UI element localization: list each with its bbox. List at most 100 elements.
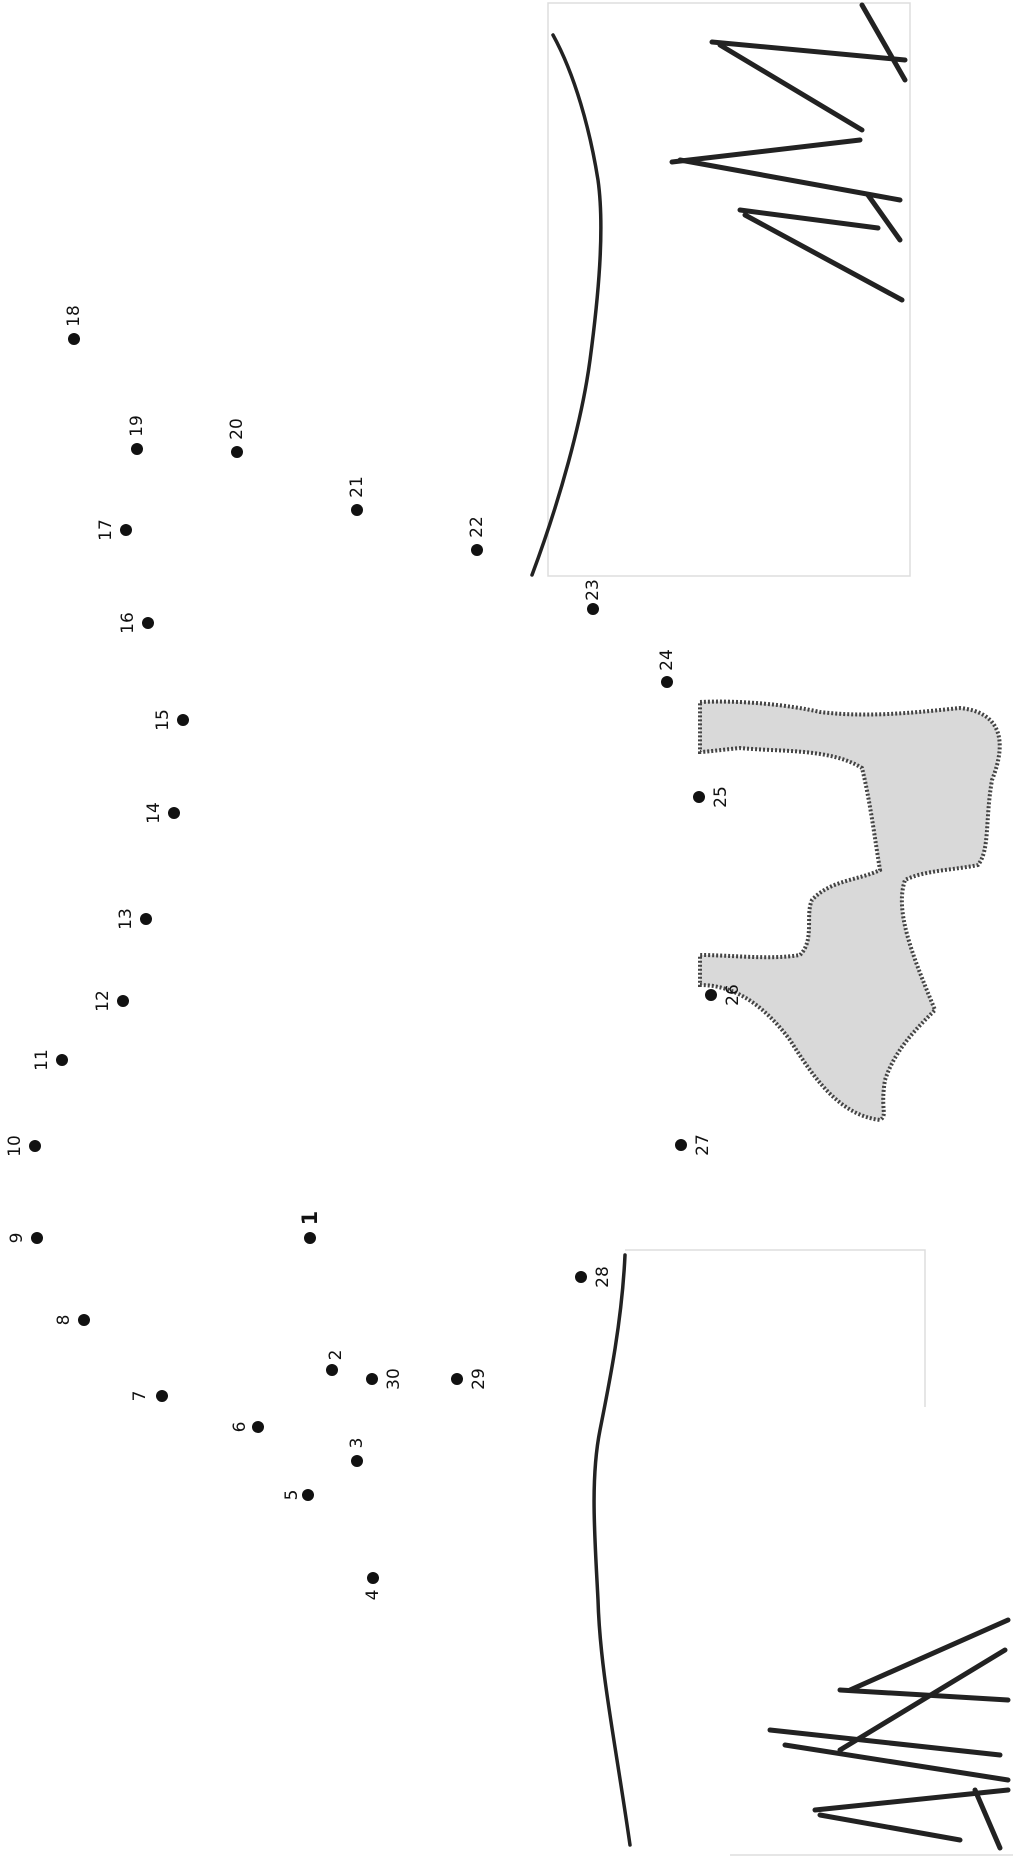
dot-7: 7 — [130, 1390, 168, 1402]
dot-marker — [31, 1232, 43, 1244]
dot-8: 8 — [54, 1314, 90, 1326]
dot-26: 26 — [705, 984, 743, 1006]
dot-marker — [675, 1139, 687, 1151]
bottom-scene — [592, 1249, 1013, 1856]
top-scene — [530, 2, 911, 577]
dot-23: 23 — [583, 579, 603, 615]
dot-marker — [587, 603, 599, 615]
grass-top — [669, 2, 908, 303]
dot-number: 8 — [54, 1315, 74, 1326]
dot-number: 18 — [64, 305, 84, 327]
dot-14: 14 — [144, 802, 180, 824]
dot-number: 6 — [230, 1422, 250, 1433]
dot-marker — [168, 807, 180, 819]
dot-number: 27 — [693, 1134, 713, 1156]
dot-number: 2 — [326, 1350, 346, 1361]
dot-marker — [156, 1390, 168, 1402]
dot-marker — [302, 1489, 314, 1501]
dot-number: 4 — [363, 1590, 383, 1601]
dot-number: 7 — [130, 1391, 150, 1402]
dot-marker — [117, 995, 129, 1007]
dot-number: 16 — [118, 612, 138, 634]
dot-number: 24 — [657, 649, 677, 671]
middle-scene — [698, 699, 1002, 1123]
dot-marker — [575, 1271, 587, 1283]
dot-6: 6 — [230, 1421, 264, 1433]
dot-18: 18 — [64, 305, 84, 345]
dot-marker — [56, 1054, 68, 1066]
dot-16: 16 — [118, 612, 154, 634]
dot-1: 1 — [298, 1211, 322, 1244]
dot-number: 11 — [32, 1049, 52, 1071]
dot-13: 13 — [116, 908, 152, 930]
dot-number: 30 — [384, 1368, 404, 1390]
dot-number: 10 — [5, 1135, 25, 1157]
dot-marker — [705, 989, 717, 1001]
dot-17: 17 — [96, 519, 132, 541]
dot-number: 20 — [227, 418, 247, 440]
dot-marker — [351, 1455, 363, 1467]
scene-frame-bottom — [625, 1249, 1013, 1856]
dot-number: 15 — [153, 709, 173, 731]
dot-number: 22 — [467, 516, 487, 538]
dot-15: 15 — [153, 709, 189, 731]
dot-marker — [120, 524, 132, 536]
dot-marker — [140, 913, 152, 925]
dot-marker — [142, 617, 154, 629]
dot-12: 12 — [93, 990, 129, 1012]
dot-number: 19 — [127, 415, 147, 437]
ground-line-top — [530, 33, 603, 577]
dot-number: 17 — [96, 519, 116, 541]
dot-3: 3 — [347, 1438, 367, 1467]
dot-5: 5 — [282, 1489, 314, 1501]
dot-25: 25 — [693, 786, 731, 808]
grass-bottom — [767, 1617, 1011, 1851]
dot-marker — [177, 714, 189, 726]
dot-marker — [326, 1364, 338, 1376]
dot-2: 2 — [326, 1350, 346, 1376]
dot-21: 21 — [347, 476, 367, 516]
dot-number: 26 — [723, 984, 743, 1006]
dot-20: 20 — [227, 418, 247, 458]
dot-marker — [367, 1572, 379, 1584]
dot-19: 19 — [127, 415, 147, 455]
dot-marker — [29, 1140, 41, 1152]
sprout-shape — [698, 699, 1002, 1123]
ground-line-bottom — [592, 1253, 632, 1847]
dot-marker — [78, 1314, 90, 1326]
dot-29: 29 — [451, 1368, 489, 1390]
dot-9: 9 — [7, 1232, 43, 1244]
dot-marker — [231, 446, 243, 458]
dot-number: 12 — [93, 990, 113, 1012]
dot-number: 1 — [298, 1211, 322, 1226]
dot-marker — [451, 1373, 463, 1385]
dot-marker — [351, 504, 363, 516]
dot-marker — [131, 443, 143, 455]
dot-22: 22 — [467, 516, 487, 556]
dot-number: 29 — [469, 1368, 489, 1390]
dot-number: 21 — [347, 476, 367, 498]
dot-11: 11 — [32, 1049, 68, 1071]
dot-marker — [471, 544, 483, 556]
dot-number: 14 — [144, 802, 164, 824]
dot-number: 25 — [711, 786, 731, 808]
dot-number: 9 — [7, 1233, 27, 1244]
dot-number: 5 — [282, 1490, 302, 1501]
dot-marker — [366, 1373, 378, 1385]
dot-27: 27 — [675, 1134, 713, 1156]
dot-number: 28 — [593, 1266, 613, 1288]
dot-4: 4 — [363, 1572, 383, 1600]
scene-frame-top — [547, 2, 911, 577]
dot-marker — [661, 676, 673, 688]
dot-30: 30 — [366, 1368, 404, 1390]
dot-number: 23 — [583, 579, 603, 601]
dot-marker — [68, 333, 80, 345]
dot-number: 3 — [347, 1438, 367, 1449]
dot-28: 28 — [575, 1266, 613, 1288]
dot-10: 10 — [5, 1135, 41, 1157]
dot-marker — [252, 1421, 264, 1433]
dot-marker — [304, 1232, 316, 1244]
dot-marker — [693, 791, 705, 803]
